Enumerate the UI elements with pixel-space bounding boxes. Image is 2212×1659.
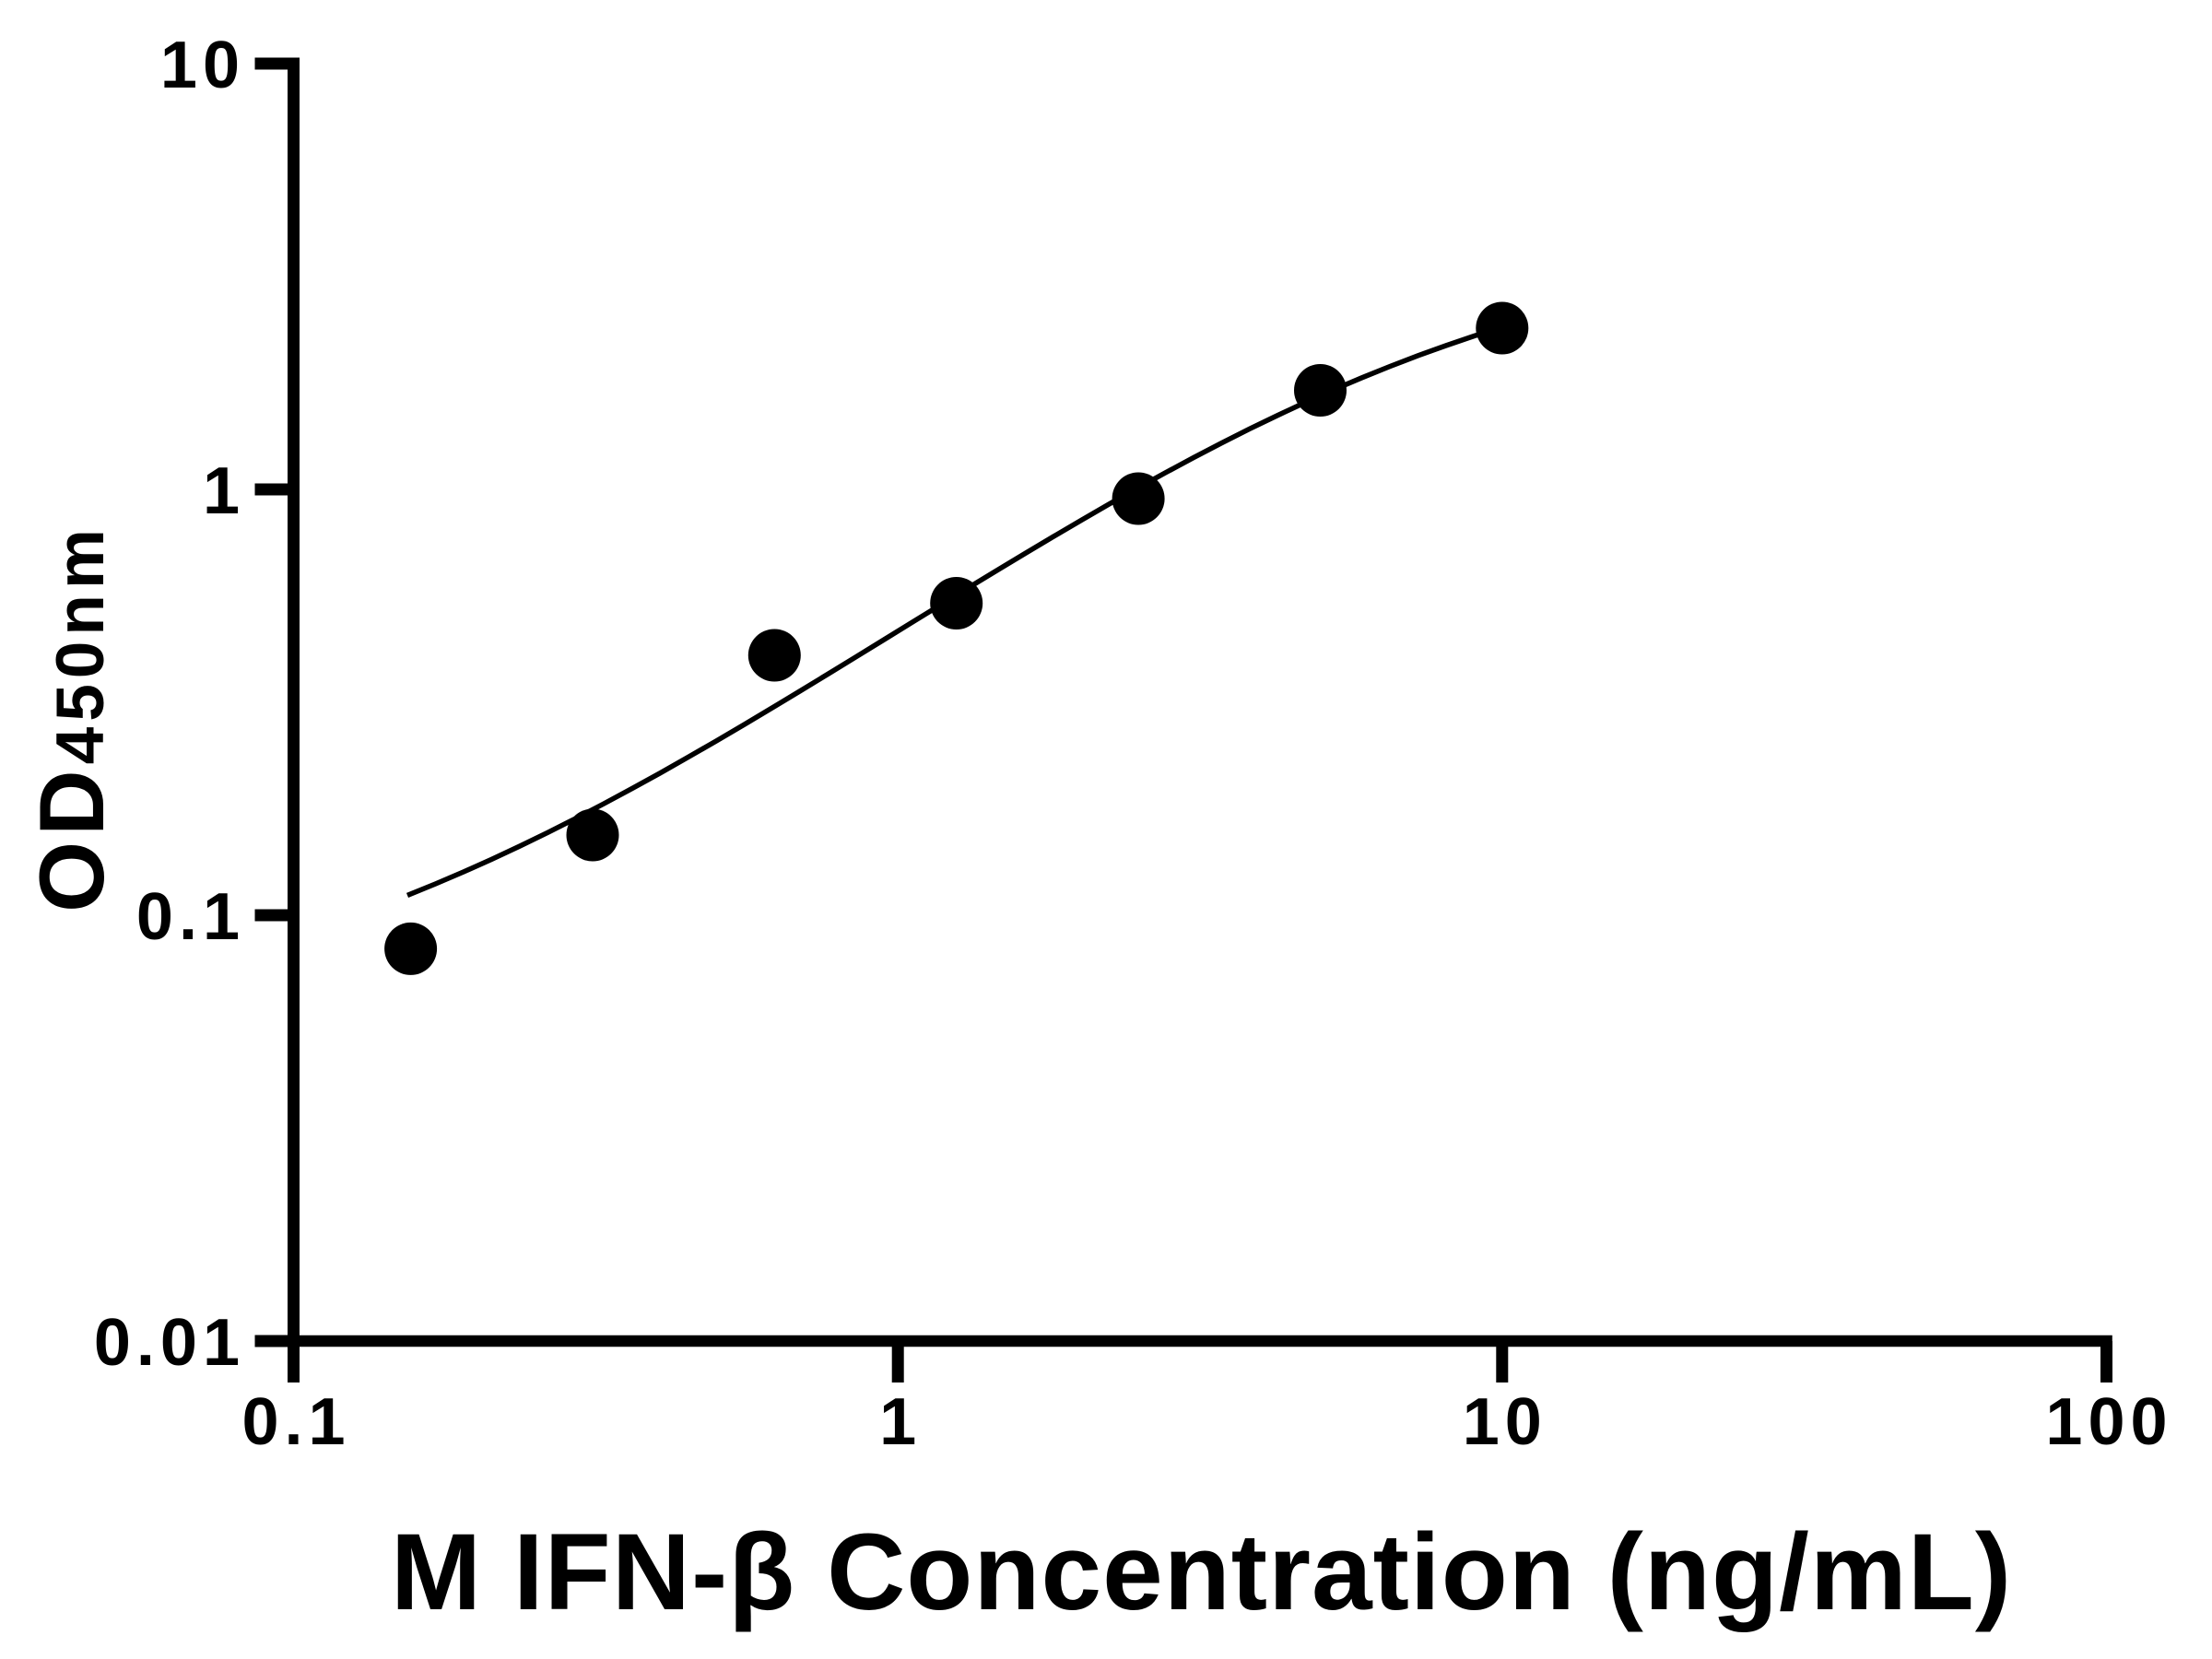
svg-text:100: 100 — [2045, 1385, 2172, 1459]
svg-text:1: 1 — [203, 454, 245, 528]
svg-text:0.01: 0.01 — [94, 1306, 245, 1380]
svg-text:0.1: 0.1 — [241, 1385, 350, 1459]
svg-text:10: 10 — [1463, 1385, 1547, 1459]
svg-text:0.1: 0.1 — [136, 880, 245, 954]
svg-text:1: 1 — [879, 1385, 922, 1459]
svg-text:M IFN-β Concentration (ng/mL): M IFN-β Concentration (ng/mL) — [391, 1512, 2012, 1633]
svg-text:10: 10 — [160, 29, 245, 102]
